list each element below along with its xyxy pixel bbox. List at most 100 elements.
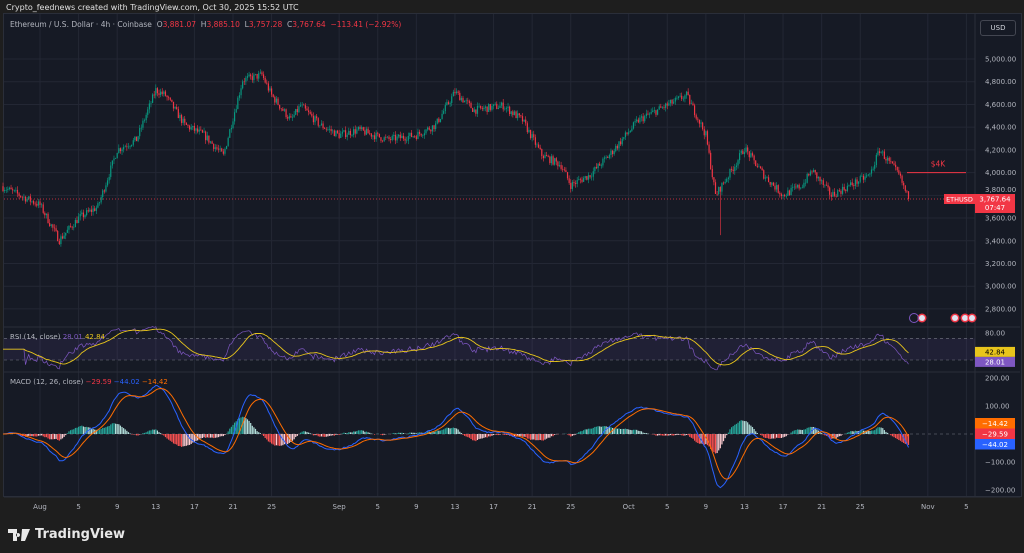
macd-histogram-bar (489, 434, 491, 437)
macd-histogram-bar (86, 426, 88, 434)
candle (766, 177, 768, 178)
time-axis-label: 5 (964, 503, 968, 511)
macd-histogram-bar (200, 434, 202, 439)
macd-histogram-bar (573, 434, 575, 436)
candle (592, 171, 594, 177)
candle (703, 129, 705, 136)
macd-histogram-bar (539, 434, 541, 440)
macd-histogram-bar (143, 432, 146, 434)
candle (496, 103, 498, 109)
candle (821, 180, 823, 182)
macd-histogram-bar (584, 429, 586, 434)
candle (325, 128, 327, 130)
candle (113, 158, 115, 161)
macd-histogram-bar (713, 434, 715, 453)
macd-histogram-bar (851, 431, 853, 434)
last-price-tag (975, 193, 1015, 213)
macd-histogram-bar (47, 434, 49, 439)
candle (462, 97, 464, 103)
candle (176, 106, 178, 110)
candle (787, 190, 789, 196)
candle (290, 116, 292, 118)
candle (573, 182, 575, 184)
time-axis-label: 25 (856, 503, 865, 511)
macd-histogram-bar (570, 434, 572, 437)
macd-histogram-bar (702, 434, 704, 445)
macd-histogram-bar (494, 434, 496, 435)
macd-histogram-bar (658, 434, 660, 436)
candle (333, 130, 335, 137)
macd-histogram-bar (361, 430, 363, 434)
macd-histogram-bar (829, 434, 831, 438)
candle (631, 128, 633, 131)
candle (483, 107, 485, 110)
candle (872, 168, 874, 170)
candle (518, 113, 520, 116)
candle (780, 194, 783, 196)
candle (550, 156, 553, 164)
candle (647, 113, 649, 115)
candle (621, 138, 623, 145)
candle (607, 156, 609, 158)
candle (586, 176, 588, 180)
candle (597, 163, 599, 169)
candle (209, 141, 212, 143)
candle (764, 177, 766, 179)
macd-histogram-bar (467, 434, 469, 438)
macd-histogram-bar (512, 434, 514, 437)
candle (373, 135, 376, 140)
candle (689, 94, 691, 105)
chart-frame[interactable] (3, 13, 1022, 497)
macd-histogram-bar (454, 428, 456, 434)
macd-histogram-bar (283, 434, 286, 445)
candle (127, 146, 130, 148)
time-axis-label: 17 (489, 503, 498, 511)
candle (188, 125, 191, 130)
macd-histogram-bar (877, 427, 879, 434)
countdown-text: 07:47 (985, 204, 1005, 212)
macd-histogram-bar (410, 432, 413, 434)
candle (98, 202, 101, 204)
candle (172, 101, 175, 109)
candle (695, 115, 697, 119)
macd-histogram-bar (690, 434, 692, 438)
macd-histogram-bar (526, 434, 528, 439)
candle (671, 99, 673, 104)
candle (208, 135, 210, 143)
candle (862, 175, 865, 180)
price-axis-label: 4,600.00 (985, 101, 1016, 109)
candle (885, 158, 887, 161)
candle (822, 180, 824, 185)
candle (890, 160, 892, 162)
candle (534, 137, 536, 145)
candle (845, 189, 847, 191)
candle (121, 149, 123, 152)
candle (468, 101, 471, 103)
candle (106, 180, 109, 186)
macd-histogram-bar (89, 427, 91, 434)
candle (213, 143, 215, 149)
macd-histogram-bar (517, 434, 519, 437)
candle (677, 96, 680, 98)
macd-histogram-bar (486, 434, 488, 438)
candle (206, 135, 208, 141)
candle (896, 167, 898, 171)
time-axis-label: 21 (528, 503, 537, 511)
macd-histogram-bar (269, 434, 271, 443)
candle (808, 173, 810, 176)
macd-histogram-bar (344, 433, 347, 434)
candle (335, 130, 337, 137)
time-axis-label: 21 (817, 503, 826, 511)
macd-histogram-bar (544, 434, 546, 440)
rsi-line (3, 326, 909, 371)
candle (180, 115, 183, 123)
macd-histogram-bar (369, 432, 371, 434)
currency-button[interactable]: USD (980, 20, 1016, 36)
candle (137, 136, 139, 142)
candle (45, 213, 48, 216)
candle (251, 76, 253, 81)
candle (407, 135, 409, 141)
candle (140, 127, 142, 129)
macd-histogram-bar (792, 431, 794, 434)
